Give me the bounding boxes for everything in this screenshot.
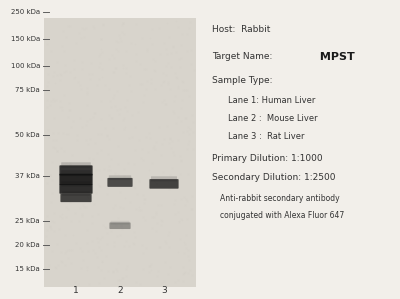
FancyBboxPatch shape [59,184,92,194]
FancyBboxPatch shape [110,221,129,225]
Text: Lane 1: Human Liver: Lane 1: Human Liver [228,96,315,105]
Text: conjugated with Alexa Fluor 647: conjugated with Alexa Fluor 647 [220,211,344,220]
Text: Secondary Dilution: 1:2500: Secondary Dilution: 1:2500 [212,173,336,182]
Text: Primary Dilution: 1:1000: Primary Dilution: 1:1000 [212,154,323,163]
Text: 25 kDa: 25 kDa [15,218,40,224]
Text: 3: 3 [161,286,167,295]
Text: 75 kDa: 75 kDa [15,87,40,93]
Text: Lane 2 :  Mouse Liver: Lane 2 : Mouse Liver [228,114,318,123]
FancyBboxPatch shape [107,178,133,187]
Text: Anti-rabbit secondary antibody: Anti-rabbit secondary antibody [220,194,340,203]
FancyBboxPatch shape [61,181,91,187]
Text: 20 kDa: 20 kDa [15,242,40,248]
Text: 2: 2 [117,286,123,295]
Text: 1: 1 [73,286,79,295]
FancyBboxPatch shape [109,222,130,229]
Text: 15 kDa: 15 kDa [15,266,40,272]
FancyBboxPatch shape [60,194,92,202]
Text: 37 kDa: 37 kDa [15,173,40,179]
FancyBboxPatch shape [151,176,177,181]
FancyBboxPatch shape [61,162,91,168]
Text: 100 kDa: 100 kDa [11,63,40,69]
Text: 50 kDa: 50 kDa [15,132,40,138]
Text: Host:  Rabbit: Host: Rabbit [212,25,270,34]
FancyBboxPatch shape [59,174,92,185]
FancyBboxPatch shape [61,170,91,176]
Text: 250 kDa: 250 kDa [11,9,40,15]
Text: MPST: MPST [316,52,355,62]
FancyBboxPatch shape [62,191,90,196]
FancyBboxPatch shape [59,165,92,176]
FancyBboxPatch shape [150,179,178,189]
Text: Sample Type:: Sample Type: [212,76,272,85]
Bar [44,18,196,287]
Text: 150 kDa: 150 kDa [11,36,40,42]
Text: Target Name:: Target Name: [212,52,275,61]
FancyBboxPatch shape [109,175,131,180]
Text: Lane 3 :  Rat Liver: Lane 3 : Rat Liver [228,132,304,141]
